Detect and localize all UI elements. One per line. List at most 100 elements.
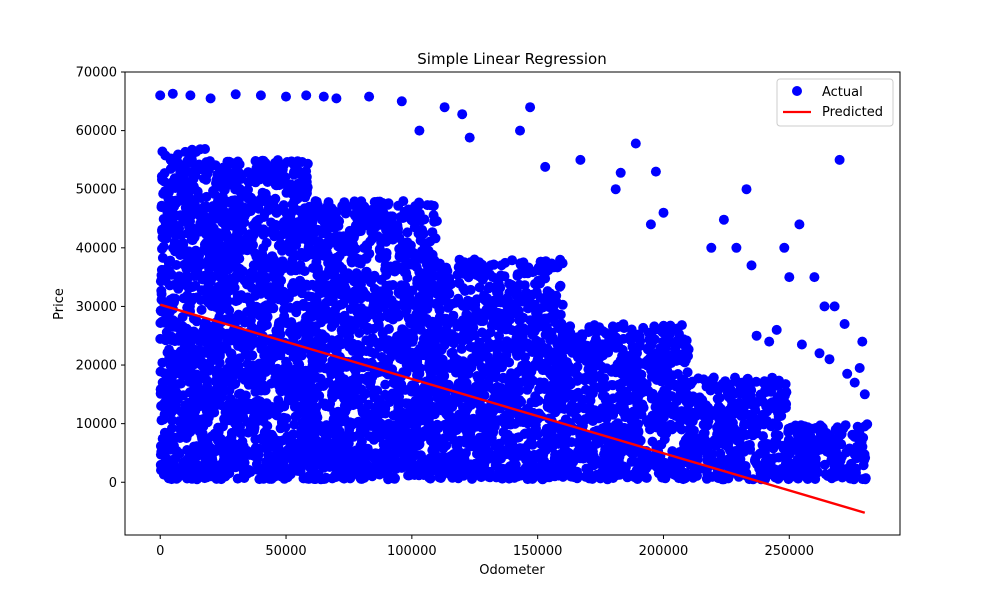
scatter-point <box>479 390 490 401</box>
scatter-point <box>249 424 260 435</box>
scatter-point <box>568 390 579 401</box>
scatter-point <box>629 425 639 435</box>
scatter-point <box>599 373 610 384</box>
scatter-point <box>250 386 261 397</box>
scatter-point <box>321 430 332 441</box>
scatter-point <box>175 378 186 389</box>
scatter-point <box>627 371 638 382</box>
scatter-point <box>339 246 350 257</box>
scatter-point <box>401 268 412 279</box>
scatter-point <box>400 384 411 395</box>
scatter-point <box>444 273 455 284</box>
scatter-point <box>458 268 469 279</box>
scatter-point <box>213 432 224 443</box>
scatter-point <box>159 368 170 379</box>
scatter-point <box>286 156 297 167</box>
scatter-point <box>408 247 419 258</box>
scatter-point <box>226 431 237 442</box>
scatter-point <box>420 343 431 354</box>
scatter-point <box>205 272 216 283</box>
scatter-point <box>275 350 286 361</box>
scatter-point <box>555 280 566 291</box>
scatter-point <box>456 343 467 354</box>
scatter-point <box>157 357 168 368</box>
scatter-point <box>258 212 269 222</box>
scatter-point <box>399 444 410 455</box>
scatter-point <box>451 332 462 343</box>
scatter-point <box>164 280 175 291</box>
scatter-point <box>470 314 480 325</box>
scatter-point <box>529 449 540 460</box>
scatter-point <box>390 422 401 433</box>
scatter-point <box>673 473 684 484</box>
scatter-point <box>404 470 415 481</box>
scatter-point <box>603 347 614 358</box>
scatter-point <box>434 366 445 377</box>
scatter-point <box>259 350 270 361</box>
scatter-point <box>393 406 404 417</box>
scatter-point <box>156 285 167 296</box>
scatter-point <box>308 394 319 405</box>
scatter-point <box>237 459 248 470</box>
scatter-point <box>558 378 569 389</box>
scatter-point <box>201 216 212 227</box>
scatter-point <box>208 185 219 196</box>
scatter-point <box>169 173 180 184</box>
scatter-point <box>241 335 252 345</box>
scatter-point <box>597 403 608 414</box>
scatter-point <box>516 450 527 461</box>
scatter-point <box>568 472 579 483</box>
scatter-point <box>192 224 203 235</box>
scatter-point <box>164 429 175 440</box>
scatter-point <box>196 373 207 384</box>
scatter-point <box>381 281 392 292</box>
scatter-point <box>170 246 180 257</box>
scatter-point <box>646 393 657 404</box>
scatter-point <box>331 416 342 427</box>
scatter-point <box>466 362 477 373</box>
scatter-point <box>157 224 168 235</box>
scatter-point <box>156 200 167 211</box>
scatter-point <box>314 328 324 339</box>
scatter-point <box>274 371 285 382</box>
scatter-point <box>549 393 560 403</box>
scatter-point <box>584 341 594 352</box>
scatter-point <box>319 398 330 409</box>
scatter-point <box>434 452 445 463</box>
scatter-point <box>447 472 458 483</box>
scatter-point <box>396 340 407 351</box>
scatter-point <box>271 410 282 421</box>
scatter-point <box>487 298 498 309</box>
scatter-point <box>644 334 655 345</box>
scatter-point <box>243 367 254 378</box>
scatter-point <box>587 372 597 383</box>
scatter-point <box>454 460 465 471</box>
scatter-point <box>546 380 557 391</box>
scatter-point <box>362 375 372 386</box>
scatter-point <box>367 333 378 344</box>
scatter-point <box>682 367 693 378</box>
scatter-point <box>181 264 192 275</box>
scatter-point <box>321 472 331 483</box>
scatter-point <box>217 182 228 192</box>
scatter-point <box>419 286 430 297</box>
scatter-point <box>555 254 566 265</box>
scatter-point <box>196 304 207 315</box>
scatter-point <box>483 375 494 386</box>
scatter-point <box>332 286 343 296</box>
scatter-point <box>590 334 601 345</box>
scatter-point <box>275 447 286 458</box>
scatter-point <box>214 340 225 351</box>
scatter-point <box>316 288 327 299</box>
scatter-point <box>545 368 556 379</box>
scatter-point <box>498 412 509 423</box>
scatter-point <box>420 299 431 310</box>
scatter-point <box>614 425 625 436</box>
scatter-point <box>287 224 298 235</box>
scatter-point <box>310 404 321 415</box>
scatter-point <box>496 444 506 455</box>
scatter-point <box>313 382 324 393</box>
scatter-point <box>537 474 548 485</box>
scatter-point <box>438 443 449 454</box>
scatter-point <box>370 221 381 232</box>
